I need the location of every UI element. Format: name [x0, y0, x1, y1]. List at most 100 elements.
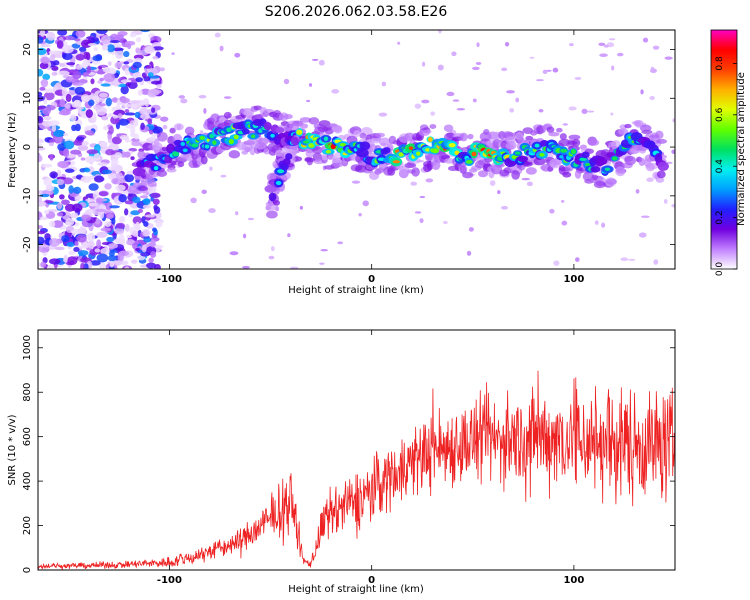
noise-blob [610, 112, 614, 116]
ridge-peak [534, 143, 540, 148]
ridge-blob [581, 151, 590, 159]
noise-blob [72, 186, 82, 194]
noise-blob [107, 254, 117, 262]
ridge-halo [266, 210, 278, 219]
ridge-peak [392, 160, 400, 164]
spectrogram-y-tick-label: 0 [22, 144, 33, 150]
ridge-halo [137, 150, 146, 159]
noise-blob [143, 98, 149, 103]
ridge-halo [223, 111, 232, 119]
noise-blob [148, 257, 154, 263]
noise-blob [124, 112, 136, 116]
ridge-blob [382, 147, 391, 154]
noise-blob [497, 190, 501, 195]
ridge-peak [212, 140, 217, 145]
ridge-halo [299, 123, 309, 129]
ridge-halo [359, 132, 367, 139]
noise-blob [180, 98, 188, 104]
noise-blob [219, 45, 224, 52]
noise-blob [521, 177, 531, 181]
noise-blob [79, 78, 88, 84]
noise-blob [140, 251, 151, 257]
ridge-peak [270, 133, 275, 138]
noise-blob [142, 229, 150, 237]
ridge-peak [398, 152, 404, 157]
ridge-halo [459, 132, 468, 142]
noise-blob [48, 50, 60, 55]
noise-blob [81, 141, 89, 146]
colorbar: 0.0 0.2 0.4 0.6 0.8 Normalized spectral ampl… [710, 29, 747, 276]
spectrogram-y-tick-label: -20 [22, 236, 33, 252]
colorbar-tick-label: 0.6 [715, 107, 725, 122]
noise-blob [115, 200, 122, 205]
ridge-peak [339, 143, 347, 147]
noise-blob [80, 157, 86, 161]
noise-blob [270, 245, 275, 252]
noise-blob [362, 200, 369, 207]
snr-x-ticks: -100 0 100 [157, 330, 584, 586]
noise-blob [476, 42, 480, 48]
ridge-halo [624, 123, 632, 129]
ridge-peak [448, 142, 456, 148]
noise-blob [650, 66, 655, 71]
ridge-blob [242, 128, 250, 135]
colorbar-tick-label: 0.8 [715, 56, 725, 71]
colorbar-ticks: 0.0 0.2 0.4 0.6 0.8 [715, 56, 737, 276]
noise-blob [132, 216, 142, 225]
noise-blob [151, 227, 157, 233]
ridge-halo [624, 155, 637, 166]
ridge-peak [275, 180, 282, 186]
noise-blob [549, 208, 555, 214]
noise-blob [535, 79, 544, 82]
noise-blob [124, 200, 134, 205]
noise-blob [124, 67, 130, 76]
snr-y-tick-label: 400 [22, 472, 33, 491]
noise-blob [603, 44, 609, 48]
ridge-peak [514, 151, 521, 155]
ridge-halo [525, 135, 534, 141]
noise-blob [80, 214, 92, 222]
noise-blob [144, 65, 152, 69]
noise-blob [437, 30, 442, 34]
noise-blob [42, 120, 53, 127]
ridge-halo [334, 162, 343, 168]
ridge-peak [182, 148, 188, 153]
noise-blob [49, 220, 56, 228]
noise-blob [40, 78, 49, 88]
noise-blob [601, 222, 606, 228]
noise-blob [242, 233, 247, 239]
noise-blob [74, 197, 81, 202]
noise-blob [378, 112, 388, 117]
ridge-halo [477, 159, 486, 166]
noise-blob [109, 205, 120, 209]
noise-blob [62, 52, 73, 61]
noise-blob [152, 55, 159, 60]
ridge-halo [380, 142, 387, 147]
noise-blob [472, 98, 477, 103]
noise-blob [99, 92, 108, 98]
noise-blob [70, 229, 83, 235]
noise-blob [500, 205, 508, 210]
noise-blob [108, 266, 115, 269]
ridge-halo [305, 148, 315, 158]
ridge-blob [657, 161, 669, 171]
noise-blob [43, 177, 53, 187]
noise-blob [46, 31, 56, 41]
noise-blob [109, 40, 120, 44]
noise-blob [129, 33, 137, 38]
noise-blob [178, 95, 186, 99]
noise-blob [74, 38, 81, 42]
noise-blob [91, 112, 97, 121]
noise-blob [124, 208, 129, 216]
noise-blob [421, 99, 430, 104]
noise-blob [53, 129, 65, 138]
noise-blob [73, 246, 80, 253]
noise-blob [39, 30, 46, 37]
noise-blob [664, 56, 673, 60]
noise-blob [103, 73, 116, 83]
noise-blob [214, 32, 221, 38]
ridge-blob [263, 122, 272, 131]
noise-blob [108, 125, 114, 135]
ridge-halo [272, 200, 281, 206]
noise-blob [471, 66, 480, 71]
